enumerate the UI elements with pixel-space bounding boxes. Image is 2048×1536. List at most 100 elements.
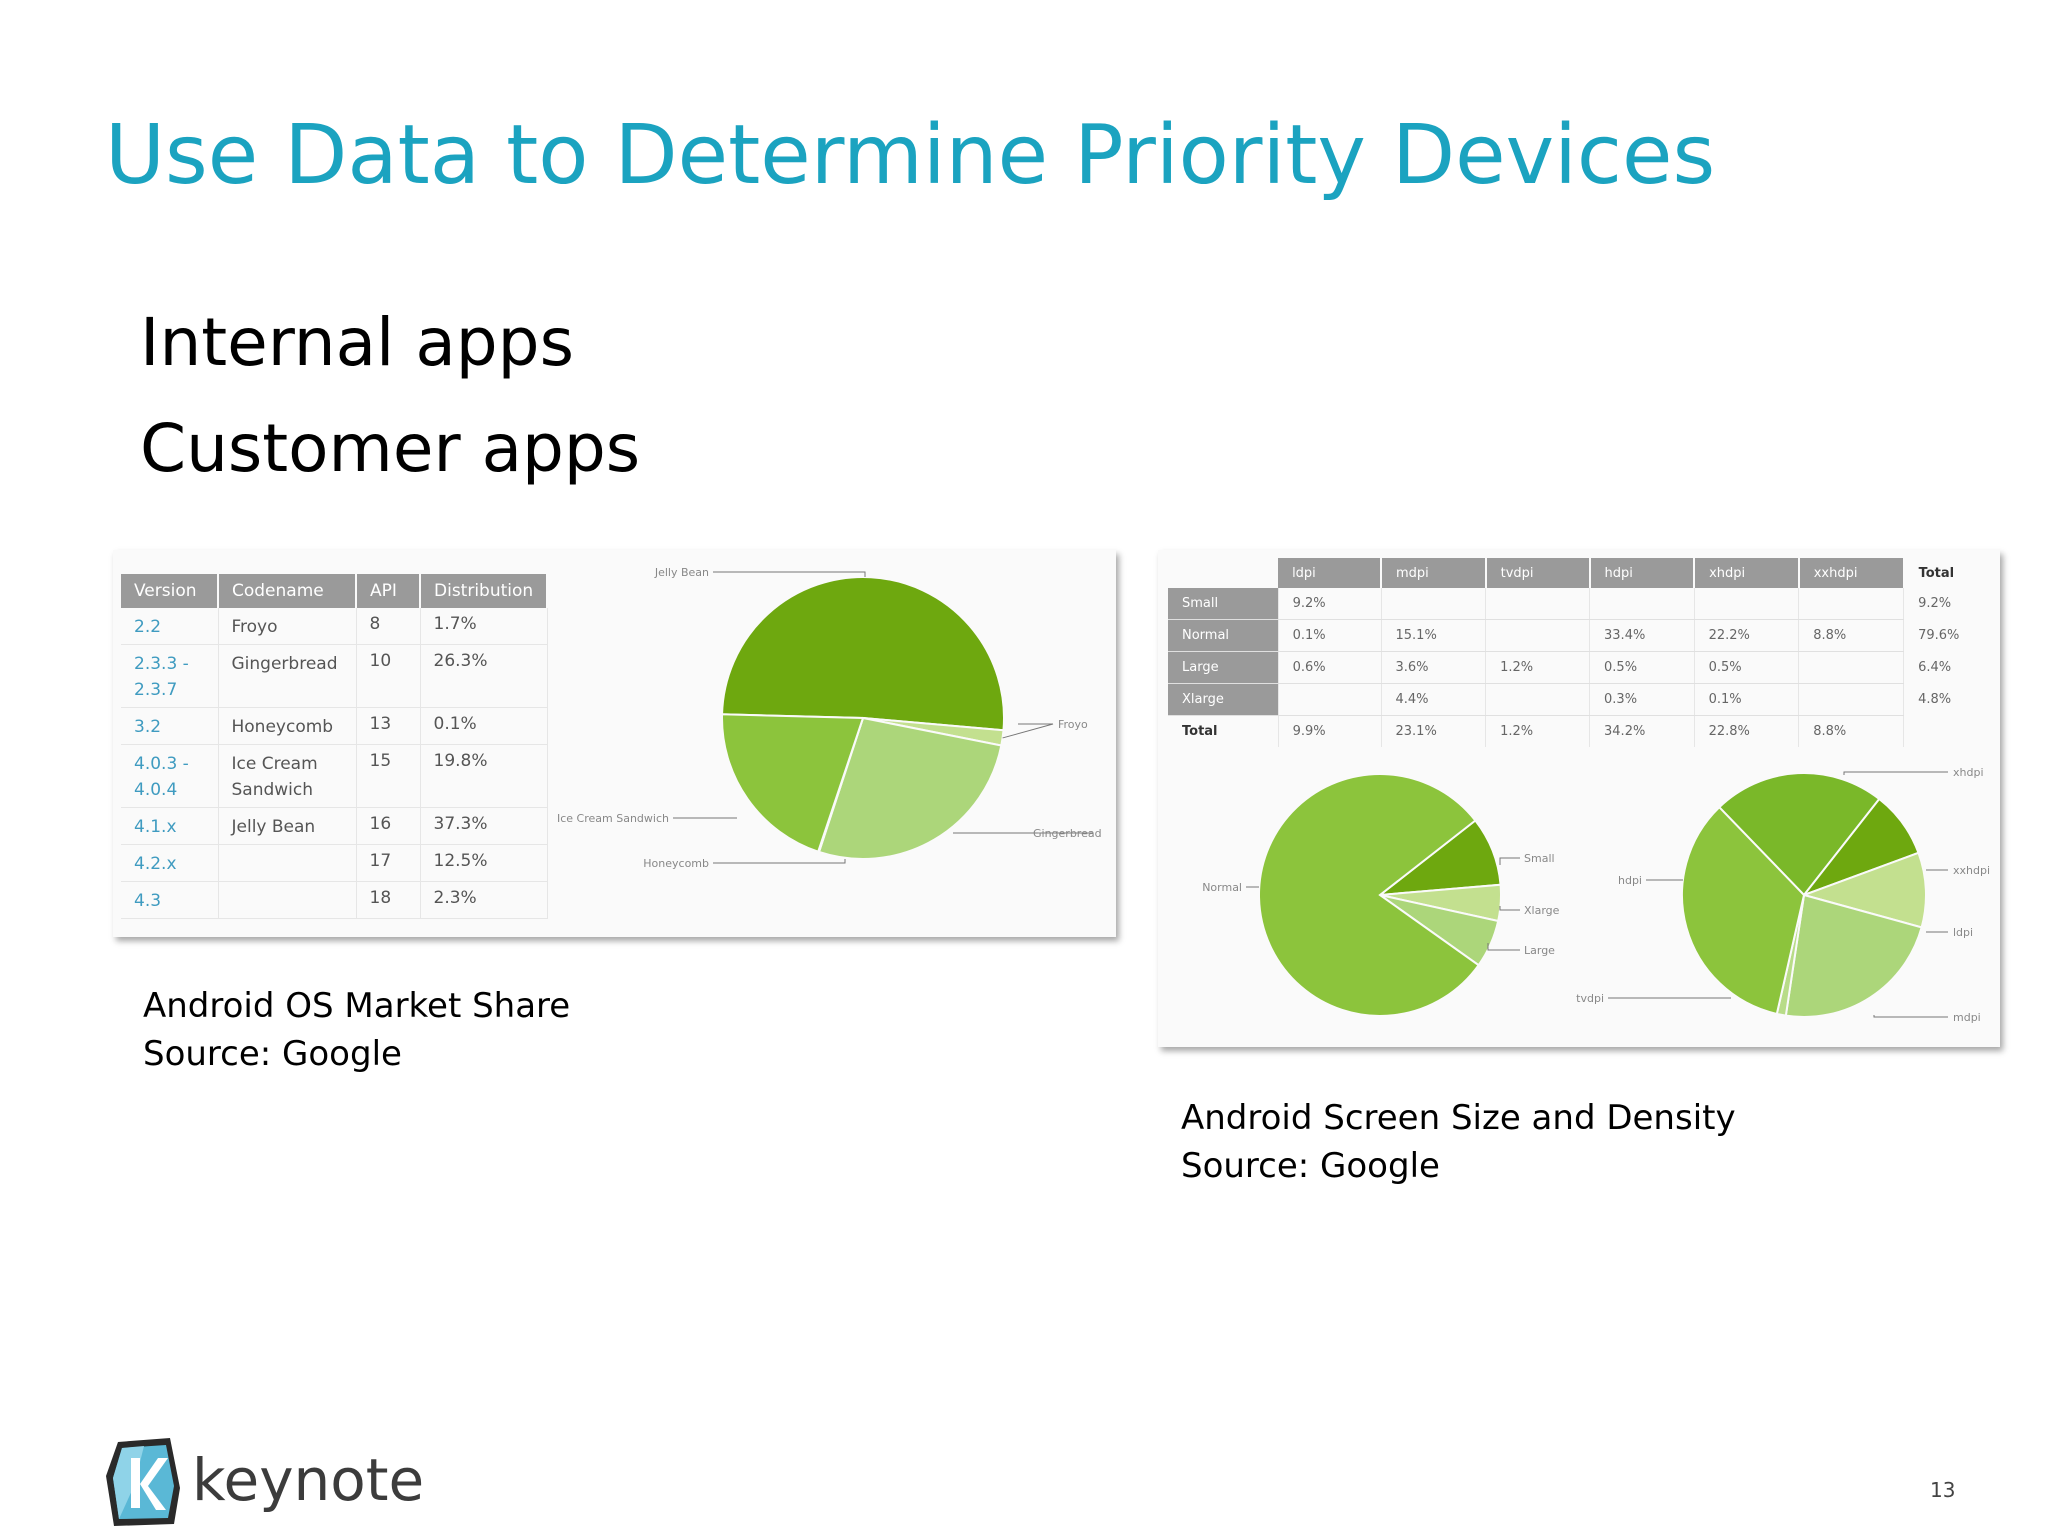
table-row: Small 9.2% 9.2% [1168, 588, 2000, 620]
table-cell: 1.2% [1485, 715, 1591, 747]
table-cell [1485, 588, 1591, 620]
size-pie-label: Normal [1202, 881, 1242, 894]
cell-distribution: 0.1% [420, 707, 548, 745]
table-cell [1381, 588, 1487, 620]
size-pie-leader-line [1499, 906, 1520, 911]
cell-api: 8 [356, 608, 421, 645]
col-xhdpi: xhdpi [1694, 558, 1800, 588]
os-pie-slice-gingerbread [817, 716, 1003, 860]
col-hdpi: hdpi [1589, 558, 1696, 588]
keynote-logo: keynote [104, 1436, 444, 1528]
table-row: 4.1.x Jelly Bean 16 37.3% [121, 807, 548, 845]
table-cell [1485, 683, 1591, 716]
screen-caption: Android Screen Size and Density Source: … [1181, 1094, 1736, 1190]
screen-density-figure: ldpi mdpi tvdpi hdpi xhdpi xxhdpi Total … [1158, 550, 2000, 1047]
density-pie-label: mdpi [1953, 1011, 1981, 1024]
row-label: Small [1168, 588, 1279, 620]
table-cell: 23.1% [1381, 715, 1487, 747]
density-pie-leader-line [1843, 771, 1948, 775]
density-pie-slice-ldpi [1800, 851, 1927, 929]
cell-distribution: 19.8% [420, 744, 548, 808]
density-pie-label: xxhdpi [1953, 864, 1990, 877]
cell-api: 15 [356, 744, 421, 808]
cell-distribution: 37.3% [420, 807, 548, 845]
table-row: 4.0.3 -4.0.4 Ice Cream Sandwich 15 19.8% [121, 744, 548, 808]
cell-total: 4.8% [1918, 692, 1952, 707]
col-total: Total [1903, 558, 2000, 588]
col-api: API [356, 574, 421, 608]
os-pie-label: Honeycomb [643, 857, 709, 870]
screen-caption-source: Source: Google [1181, 1146, 1440, 1186]
os-pie-label: Gingerbread [1033, 827, 1102, 840]
table-row: 4.2.x 17 12.5% [121, 844, 548, 882]
size-pie-label: Large [1524, 944, 1555, 957]
header-blank [1168, 558, 1279, 588]
table-cell: 8.8% [1798, 619, 1905, 652]
table-cell: 22.8% [1694, 715, 1800, 747]
table-cell: 0.5% [1589, 651, 1695, 684]
screen-caption-title: Android Screen Size and Density [1181, 1098, 1736, 1138]
table-cell: 1.2% [1485, 651, 1591, 684]
table-row: 2.2 Froyo 8 1.7% [121, 608, 548, 645]
table-cell: 9.9% [1278, 715, 1382, 747]
table-cell [1278, 683, 1382, 716]
table-cell: 0.6% [1278, 651, 1382, 684]
screen-density-table: ldpi mdpi tvdpi hdpi xhdpi xxhdpi Total … [1168, 558, 2000, 747]
os-pie-leader-line [1002, 723, 1054, 739]
table-cell [1485, 619, 1591, 652]
table-cell: 33.4% [1589, 619, 1695, 652]
bullet-internal-apps: Internal apps [140, 304, 574, 381]
table-cell: 0.3% [1589, 683, 1695, 716]
table-cell: 22.2% [1694, 619, 1800, 652]
cell-distribution: 2.3% [420, 881, 548, 919]
table-cell: 8.8% [1798, 715, 1905, 747]
cell-total: 9.2% [1918, 596, 1952, 612]
col-xxhdpi: xxhdpi [1798, 558, 1905, 588]
os-caption-title: Android OS Market Share [143, 986, 571, 1026]
table-row: 2.3.3 -2.3.7 Gingerbread 10 26.3% [121, 644, 548, 708]
density-pie-label: hdpi [1618, 874, 1642, 887]
density-pie-label: xhdpi [1953, 766, 1984, 779]
table-cell [1798, 588, 1905, 620]
cell-codename: Froyo [218, 608, 357, 645]
screen-size-pie-chart: Small Xlarge Large Normal xhdpi xxhdpi ldpi mdp… [1202, 766, 1990, 1024]
cell-total: 79.6% [1918, 628, 1960, 643]
cell-api: 13 [356, 707, 421, 745]
cell-codename: Gingerbread [218, 644, 357, 708]
cell-version: 3.2 [121, 707, 219, 745]
slide-title: Use Data to Determine Priority Devices [105, 108, 1716, 203]
keynote-logo-icon [106, 1438, 180, 1526]
cell-version: 4.2.x [121, 844, 219, 882]
os-table-header: Version Codename API Distribution [121, 574, 549, 608]
os-pie-leader-line [713, 859, 846, 864]
os-version-table: Version Codename API Distribution 2.2 Fr… [121, 574, 549, 919]
bullet-customer-apps: Customer apps [140, 410, 641, 487]
os-caption: Android OS Market Share Source: Google [143, 982, 570, 1078]
col-codename: Codename [218, 574, 357, 608]
table-cell: 3.6% [1381, 651, 1487, 684]
table-cell: 4.4% [1381, 683, 1487, 716]
os-pie-label: Froyo [1058, 718, 1088, 731]
cell-distribution: 26.3% [420, 644, 548, 708]
cell-version: 4.0.3 -4.0.4 [121, 744, 219, 808]
cell-version: 2.3.3 -2.3.7 [121, 644, 219, 708]
screen-table-header: ldpi mdpi tvdpi hdpi xhdpi xxhdpi Total [1168, 558, 2000, 588]
cell-version: 2.2 [121, 608, 219, 645]
col-version: Version [121, 574, 219, 608]
col-ldpi: ldpi [1278, 558, 1382, 588]
os-pie-slice-jelly-bean [721, 576, 1005, 732]
cell-version: 4.1.x [121, 807, 219, 845]
density-pie-slice-xhdpi [1717, 772, 1881, 897]
cell-api: 16 [356, 807, 421, 845]
cell-version: 4.3 [121, 881, 219, 919]
col-mdpi: mdpi [1381, 558, 1487, 588]
cell-total: 6.4% [1918, 660, 1952, 675]
os-pie-label: Ice Cream Sandwich [557, 812, 669, 825]
os-pie-leader-line [713, 571, 866, 577]
table-cell: 15.1% [1381, 619, 1487, 652]
os-caption-source: Source: Google [143, 1034, 402, 1074]
table-cell [1694, 588, 1800, 620]
cell-api: 18 [356, 881, 421, 919]
density-pie-label: tvdpi [1576, 992, 1604, 1005]
cell-codename: Ice Cream Sandwich [218, 744, 357, 808]
